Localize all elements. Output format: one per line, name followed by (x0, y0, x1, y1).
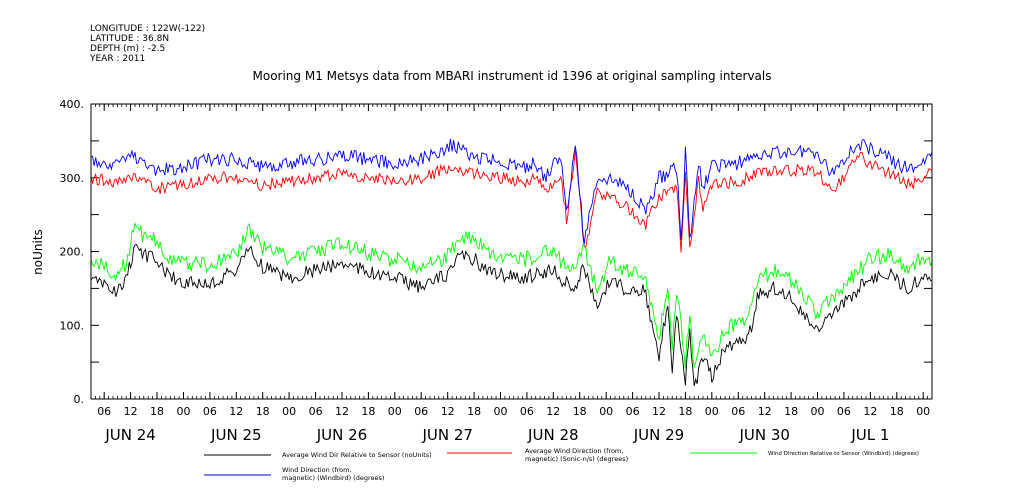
x-hour-tick-label: 12 (441, 405, 455, 418)
series-line-0 (90, 243, 933, 386)
series-line-2 (90, 221, 933, 370)
plot-frame (90, 103, 933, 400)
x-hour-tick-label: 18 (678, 405, 692, 418)
legend-label-2: Wind Direction Relative to Sensor (Windb… (768, 451, 919, 457)
series-lines (90, 138, 933, 386)
x-hour-tick-label: 18 (467, 405, 481, 418)
x-date-label: JUN 26 (316, 426, 367, 444)
x-hour-tick-label: 12 (546, 405, 560, 418)
x-hour-tick-label: 00 (177, 405, 191, 418)
x-date-label: JUN 27 (421, 426, 472, 444)
x-hour-tick-label: 12 (652, 405, 666, 418)
legend-label-1: Average Wind Direction (from, magnetic) (… (525, 447, 628, 463)
legend-label-3: Wind Direction (from, magnetic) (Windbird… (282, 466, 384, 482)
x-hour-tick-label: 18 (784, 405, 798, 418)
x-hour-tick-label: 18 (361, 405, 375, 418)
y-tick-label: 100. (60, 319, 85, 332)
x-date-label: JUL 1 (850, 426, 889, 444)
header-year: YEAR : 2011 (89, 54, 145, 64)
header-longitude: LONGITUDE : 122W(-122) (90, 24, 205, 34)
x-hour-tick-label: 00 (388, 405, 402, 418)
axis-ticks (90, 103, 933, 400)
x-hour-tick-label: 12 (124, 405, 138, 418)
series-line-3 (90, 138, 933, 245)
x-date-label: JUN 28 (527, 426, 578, 444)
x-hour-tick-label: 00 (916, 405, 930, 418)
x-hour-tick-label: 00 (705, 405, 719, 418)
series-line-1 (90, 149, 933, 253)
header-depth: DEPTH (m) : -2.5 (90, 44, 165, 54)
y-tick-label: 400. (60, 98, 85, 111)
axis-labels: 06 12 18 00 06 12 18 00 06 12 18 00 06 12 18 00 06 12 18 00… (60, 98, 931, 444)
y-tick-label: 200. (60, 246, 85, 259)
x-hour-tick-label: 18 (573, 405, 587, 418)
x-hour-tick-label: 00 (811, 405, 825, 418)
x-hour-tick-label: 06 (520, 405, 534, 418)
x-date-label: JUN 30 (738, 426, 789, 444)
x-hour-tick-label: 00 (494, 405, 508, 418)
y-tick-label: 0. (74, 393, 85, 406)
x-date-label: JUN 25 (210, 426, 261, 444)
x-hour-tick-label: 12 (863, 405, 877, 418)
x-hour-tick-label: 00 (282, 405, 296, 418)
x-hour-tick-label: 12 (229, 405, 243, 418)
x-hour-tick-label: 06 (626, 405, 640, 418)
legend-label-0: Average Wind Dir Relative to Sensor (noU… (282, 451, 432, 459)
chart-title: Mooring M1 Metsys data from MBARI instru… (253, 69, 772, 83)
header-latitude: LATITUDE : 36.8N (90, 34, 169, 44)
x-date-label: JUN 24 (104, 426, 155, 444)
x-hour-tick-label: 06 (414, 405, 428, 418)
x-hour-tick-label: 18 (890, 405, 904, 418)
x-hour-tick-label: 18 (256, 405, 270, 418)
x-hour-tick-label: 06 (97, 405, 111, 418)
legend: Average Wind Dir Relative to Sensor (noU… (204, 447, 919, 482)
x-date-label: JUN 29 (633, 426, 684, 444)
x-hour-tick-label: 06 (203, 405, 217, 418)
y-axis-label: noUnits (31, 229, 45, 275)
x-hour-tick-label: 06 (309, 405, 323, 418)
x-hour-tick-label: 06 (731, 405, 745, 418)
x-hour-tick-label: 12 (335, 405, 349, 418)
y-tick-label: 300. (60, 172, 85, 185)
x-hour-tick-label: 18 (150, 405, 164, 418)
x-hour-tick-label: 06 (837, 405, 851, 418)
x-hour-tick-label: 12 (758, 405, 772, 418)
x-hour-tick-label: 00 (599, 405, 613, 418)
